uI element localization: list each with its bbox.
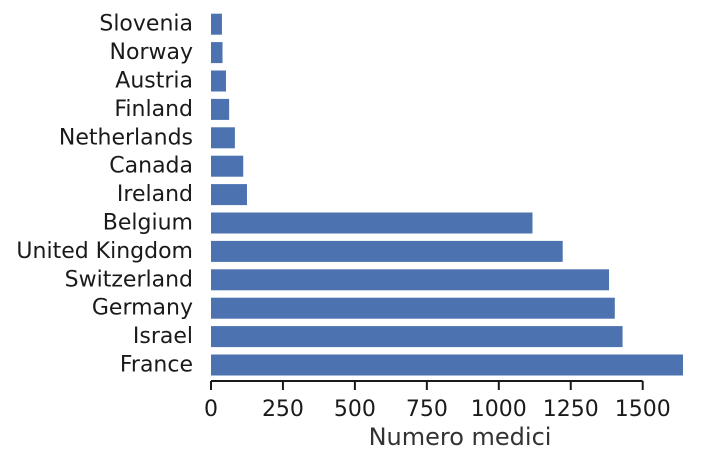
x-axis-title: Numero medici — [369, 423, 552, 451]
bar-ireland — [211, 184, 247, 206]
category-label: France — [120, 353, 193, 378]
bar-israel — [211, 326, 623, 348]
category-label: Slovenia — [99, 12, 193, 37]
category-labels: Slovenia Norway Austria Finland Netherlands C… — [16, 12, 193, 378]
x-axis-ticks: 0 250 500 750 1000 1250 1500 — [204, 381, 671, 422]
x-tick-label: 750 — [406, 397, 448, 422]
category-label: Ireland — [117, 182, 193, 207]
bar-austria — [211, 70, 226, 92]
bar-norway — [211, 42, 223, 64]
bars-group — [211, 13, 683, 376]
bar-switzerland — [211, 269, 610, 291]
bar-netherlands — [211, 127, 235, 149]
bar-france — [211, 354, 683, 376]
category-label: Finland — [114, 97, 193, 122]
x-tick-label: 500 — [334, 397, 376, 422]
bar-united-kingdom — [211, 240, 563, 262]
category-label: Norway — [110, 40, 193, 65]
x-tick-label: 0 — [204, 397, 218, 422]
category-label: United Kingdom — [16, 239, 193, 264]
category-label: Switzerland — [65, 267, 193, 292]
category-label: Belgium — [103, 211, 193, 236]
x-tick-label: 1000 — [471, 397, 527, 422]
category-label: Germany — [92, 296, 193, 321]
category-label: Canada — [109, 154, 193, 179]
bar-slovenia — [211, 13, 222, 35]
x-tick-label: 1500 — [615, 397, 671, 422]
category-label: Israel — [133, 324, 193, 349]
category-label: Netherlands — [59, 125, 193, 150]
bar-belgium — [211, 212, 533, 234]
x-tick-label: 250 — [262, 397, 304, 422]
bar-finland — [211, 98, 230, 120]
x-tick-label: 1250 — [543, 397, 599, 422]
bar-germany — [211, 297, 615, 319]
category-label: Austria — [115, 69, 193, 94]
bar-canada — [211, 155, 244, 177]
